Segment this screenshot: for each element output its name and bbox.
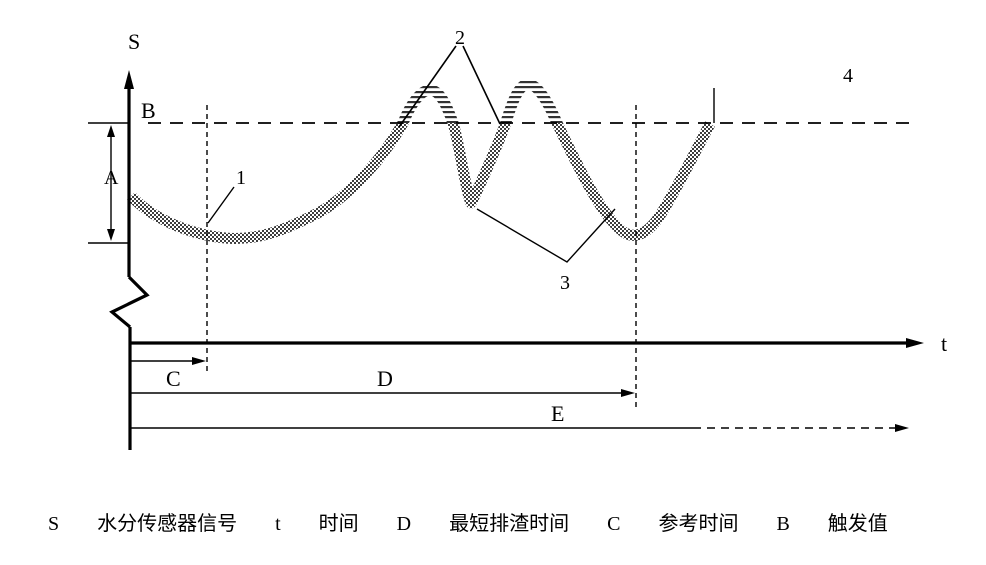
e-arrowhead [895, 424, 909, 432]
legend-text: S 水分传感器信号 t 时间 D 最短排渣时间 C 参考时间 B 触发值 A 触… [48, 461, 978, 565]
axis-break-zigzag [109, 275, 150, 329]
signal-band-below-trigger [127, 123, 715, 244]
legend-line-1: S 水分传感器信号 t 时间 D 最短排渣时间 C 参考时间 B 触发值 [48, 513, 888, 535]
c-arrowhead [192, 357, 206, 365]
reference-time-arrow [131, 357, 206, 365]
trigger-range-label: A [104, 167, 119, 189]
callout-2-label: 2 [455, 27, 465, 49]
callout-1-label: 1 [236, 167, 246, 189]
trigger-range-arrowhead-up [107, 125, 115, 137]
sensor-signal-curve [127, 78, 715, 244]
x-axis-arrowhead [906, 338, 924, 348]
min-drain-time-label: D [377, 366, 393, 391]
min-drain-time-arrow [131, 389, 635, 397]
x-axis [129, 338, 924, 348]
d-arrowhead [621, 389, 635, 397]
callout-2-leaders [398, 45, 501, 128]
callout-3-leaders [476, 208, 616, 263]
y-axis [109, 70, 150, 450]
max-drain-time-label: E [551, 401, 564, 426]
trigger-range-arrowhead-down [107, 229, 115, 241]
max-drain-time-arrow [131, 424, 909, 432]
trigger-range-marker [88, 122, 129, 244]
callout-3-label: 3 [560, 272, 570, 294]
signal-band-above-trigger [396, 78, 709, 123]
y-axis-label: S [128, 29, 140, 54]
y-axis-arrowhead [124, 70, 134, 89]
x-axis-label: t [941, 331, 947, 356]
reference-time-label: C [166, 366, 181, 391]
callout-1-leader [207, 186, 235, 224]
callout-4-label: 4 [843, 65, 853, 87]
trigger-value-label: B [141, 98, 156, 123]
